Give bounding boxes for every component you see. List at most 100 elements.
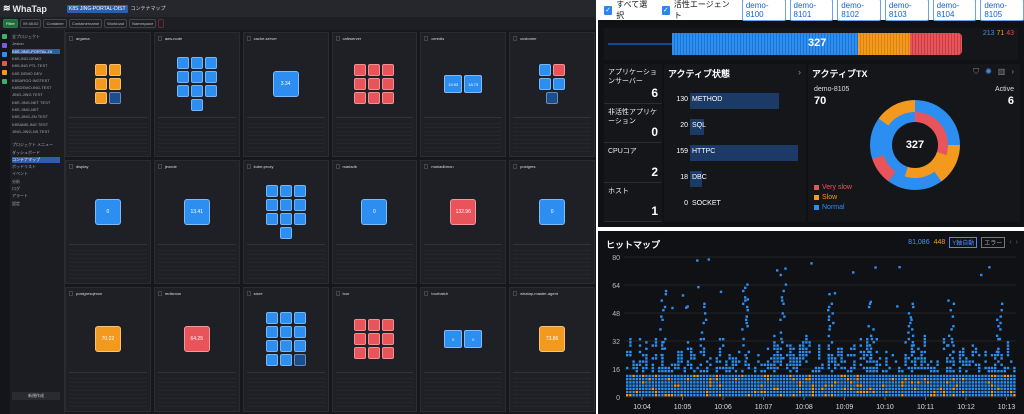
container-hex[interactable] <box>94 92 107 104</box>
container-hex[interactable] <box>190 85 203 97</box>
container-card[interactable]: cafeserver <box>331 32 418 157</box>
container-hex[interactable] <box>190 99 203 111</box>
container-hex[interactable]: 18.73 <box>464 75 483 93</box>
container-card[interactable]: customer <box>509 32 595 157</box>
container-hex[interactable] <box>176 57 189 69</box>
sidebar-item[interactable]: コンテナマップ <box>12 156 60 163</box>
container-hex[interactable] <box>279 198 292 211</box>
sidebar-item[interactable]: K8S-JING-ZN TEST <box>12 114 48 120</box>
sidebar-item[interactable]: K8S-ING PTL TEST <box>12 63 48 69</box>
prev-icon[interactable]: ‹ <box>1009 239 1012 246</box>
sidebar-item[interactable]: 全プロジェクト <box>12 34 40 39</box>
container-hex[interactable] <box>368 78 381 90</box>
container-hex[interactable] <box>382 333 395 346</box>
alert-chip[interactable] <box>158 19 165 28</box>
sidebar-item[interactable]: 分析 <box>12 178 20 184</box>
sidebar-item[interactable]: K8S JING-PORTAL-DI <box>12 48 60 54</box>
container-hex[interactable] <box>553 64 566 76</box>
log-icon[interactable] <box>2 70 7 75</box>
container-hex[interactable] <box>279 184 292 197</box>
container-card[interactable]: postgresqlmon 70.22 <box>65 287 151 412</box>
sidebar-item[interactable]: Jeston <box>12 41 24 47</box>
container-hex[interactable] <box>176 85 189 97</box>
agent-tab[interactable]: demo-8100 <box>741 0 786 21</box>
container-hex[interactable]: 73.86 <box>539 326 566 353</box>
container-hex[interactable] <box>539 78 552 90</box>
chart-icon[interactable]: ▥ <box>997 67 1006 76</box>
container-hex[interactable] <box>265 184 278 197</box>
service-icon[interactable] <box>2 43 7 48</box>
container-card[interactable]: whatap-master-agent 73.86 <box>509 287 595 412</box>
container-card[interactable]: redismon 64.25 <box>153 287 240 412</box>
active-status-row[interactable]: 18 DBC <box>664 168 806 188</box>
container-card[interactable]: jeonde 13.41 <box>153 159 240 285</box>
container-hex[interactable] <box>368 333 381 346</box>
summary-tile[interactable]: アプリケーションサーバー 6 <box>604 64 662 104</box>
sidebar-item[interactable]: イベント <box>12 171 28 177</box>
k8s-icon[interactable] <box>2 52 7 57</box>
agent-tab[interactable]: demo-8104 <box>932 0 977 21</box>
sidebar-item[interactable]: K8SDEMO-ING-TEST <box>12 85 52 91</box>
active-status-row[interactable]: 159 HTTPC <box>664 142 806 162</box>
sidebar-item[interactable]: アラート <box>12 193 28 199</box>
error-button[interactable]: エラー <box>981 237 1006 248</box>
container-hex[interactable] <box>190 57 203 69</box>
active-status-row[interactable]: 0 SOCKET <box>664 194 806 214</box>
container-hex[interactable]: 0 <box>539 198 566 225</box>
container-hex[interactable] <box>354 347 367 360</box>
container-hex[interactable] <box>265 312 278 325</box>
container-hex[interactable]: 0 <box>94 198 121 225</box>
container-card[interactable]: aws-node <box>153 32 240 157</box>
container-hex[interactable]: 19.93 <box>444 75 463 93</box>
sidebar-item[interactable]: K8S DEMO DEV <box>12 70 43 76</box>
container-card[interactable]: mariadb 0 <box>331 159 418 285</box>
container-hex[interactable] <box>382 78 395 90</box>
agent-tab[interactable]: demo-8101 <box>789 0 834 21</box>
container-hex[interactable] <box>279 354 292 367</box>
container-hex[interactable] <box>354 92 367 104</box>
container-hex[interactable] <box>204 71 217 83</box>
container-hex[interactable] <box>539 64 552 76</box>
container-hex[interactable]: 0 <box>464 330 483 349</box>
container-hex[interactable] <box>108 64 121 76</box>
container-hex[interactable] <box>553 78 566 90</box>
select-all-checkbox[interactable]: ✓ <box>604 5 613 15</box>
container-hex[interactable]: 0 <box>361 198 388 225</box>
container-card[interactable]: kube-proxy <box>242 159 329 285</box>
container-card[interactable]: display 0 <box>65 159 151 285</box>
container-hex[interactable] <box>279 226 292 239</box>
container-hex[interactable] <box>94 78 107 90</box>
toolbar-chip[interactable]: Workload <box>104 19 127 28</box>
container-hex[interactable] <box>368 319 381 332</box>
container-hex[interactable] <box>368 347 381 360</box>
container-hex[interactable] <box>368 64 381 76</box>
settings-icon[interactable] <box>2 79 7 84</box>
active-status-row[interactable]: 20 SQL <box>664 116 806 136</box>
container-hex[interactable] <box>354 319 367 332</box>
sidebar-item[interactable]: プロジェクト メニュー <box>12 142 54 148</box>
sidebar-item[interactable]: JING-JING-NS TEST <box>12 128 50 134</box>
next-icon[interactable]: › <box>1015 239 1018 246</box>
active-agent-checkbox[interactable]: ✓ <box>661 5 670 15</box>
sidebar-item[interactable]: K8S JING-NET <box>12 107 40 112</box>
chevron-right-icon[interactable]: › <box>1011 67 1014 76</box>
container-hex[interactable] <box>279 212 292 225</box>
container-hex[interactable] <box>293 184 306 197</box>
container-hex[interactable] <box>108 92 121 104</box>
container-hex[interactable] <box>354 333 367 346</box>
container-hex[interactable]: 13.41 <box>183 198 210 225</box>
container-hex[interactable] <box>279 312 292 325</box>
container-card[interactable]: cache-server 3.34 <box>242 32 329 157</box>
create-button[interactable]: 新規作成 <box>12 392 60 400</box>
agent-tab[interactable]: demo-8105 <box>980 0 1024 21</box>
y-axis-auto-button[interactable]: Y軸自動 <box>949 237 978 248</box>
container-hex[interactable]: 3.34 <box>272 71 299 97</box>
sidebar-item[interactable]: K8SAMD-ING TEST <box>12 121 49 127</box>
toolbar-chip[interactable]: Namespace <box>129 19 157 28</box>
container-hex[interactable]: 64.25 <box>183 326 210 353</box>
summary-tile[interactable]: ホスト 1 <box>604 183 662 222</box>
toolbar-chip[interactable]: 09:48:02 <box>19 19 42 28</box>
container-hex[interactable] <box>265 212 278 225</box>
container-hex[interactable] <box>293 312 306 325</box>
